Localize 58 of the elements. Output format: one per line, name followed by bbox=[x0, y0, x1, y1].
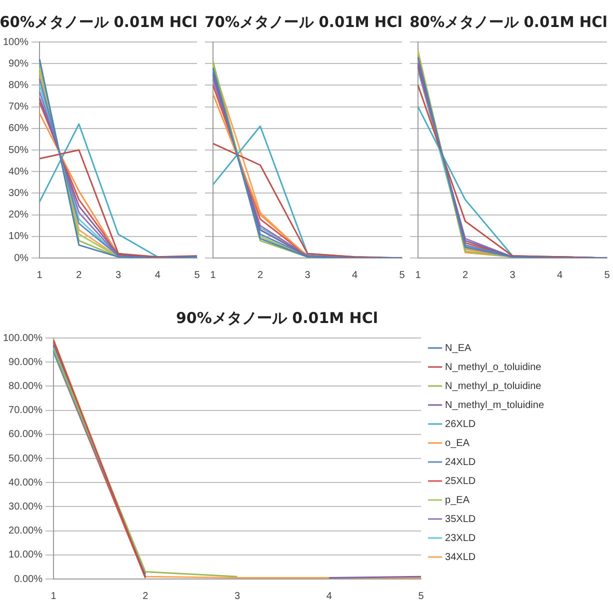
legend-label: N_EA bbox=[445, 342, 472, 354]
y-tick-label: 80% bbox=[8, 80, 29, 91]
x-tick-label: 2 bbox=[462, 270, 468, 281]
legend-label: N_methyl_p_toluidine bbox=[445, 380, 542, 392]
x-tick-label: 1 bbox=[50, 590, 57, 602]
x-tick-label: 2 bbox=[257, 270, 264, 281]
x-tick-label: 4 bbox=[352, 270, 358, 281]
x-tick-label: 5 bbox=[194, 270, 200, 281]
y-tick-label: 10% bbox=[8, 231, 29, 242]
chart-title: 80%メタノール 0.01M HCl bbox=[410, 14, 608, 31]
chart-title: 70%メタノール 0.01M HCl bbox=[204, 14, 402, 31]
chart-title: 90%メタノール 0.01M HCl bbox=[176, 308, 378, 327]
legend-label: 35XLD bbox=[445, 514, 476, 525]
x-tick-label: 3 bbox=[510, 270, 516, 281]
x-tick-label: 5 bbox=[399, 270, 406, 281]
x-tick-label: 1 bbox=[210, 270, 216, 281]
y-tick-label: 90.00% bbox=[8, 356, 43, 368]
y-tick-label: 50.00% bbox=[8, 453, 43, 464]
y-tick-label: 80.00% bbox=[8, 380, 43, 392]
y-tick-label: 0% bbox=[14, 252, 29, 264]
legend-label: 34XLD bbox=[445, 552, 476, 563]
x-tick-label: 3 bbox=[304, 270, 311, 281]
legend-label: p_EA bbox=[445, 494, 470, 506]
x-tick-label: 5 bbox=[418, 590, 424, 602]
x-tick-label: 1 bbox=[415, 270, 422, 281]
x-tick-label: 3 bbox=[116, 270, 122, 281]
y-tick-label: 100.00% bbox=[2, 332, 43, 344]
legend-label: N_methyl_o_toluidine bbox=[445, 362, 542, 373]
y-tick-label: 70.00% bbox=[8, 405, 43, 416]
x-tick-label: 1 bbox=[36, 270, 43, 281]
legend-label: N_methyl_m_toluidine bbox=[445, 400, 544, 411]
chart-title: 60%メタノール 0.01M HCl bbox=[0, 14, 198, 31]
x-tick-label: 5 bbox=[604, 270, 610, 281]
x-tick-label: 4 bbox=[326, 590, 332, 602]
y-tick-label: 90% bbox=[8, 58, 29, 70]
x-tick-label: 4 bbox=[556, 270, 563, 281]
y-tick-label: 10.00% bbox=[8, 550, 43, 561]
y-tick-label: 70% bbox=[8, 102, 29, 113]
y-tick-label: 50% bbox=[8, 144, 29, 156]
legend-label: 24XLD bbox=[445, 456, 476, 468]
x-tick-label: 2 bbox=[76, 270, 82, 281]
x-tick-label: 4 bbox=[154, 270, 161, 281]
y-tick-label: 40.00% bbox=[8, 477, 43, 488]
legend-label: 23XLD bbox=[445, 532, 476, 544]
y-tick-label: 60% bbox=[8, 123, 29, 134]
y-tick-label: 20.00% bbox=[8, 526, 43, 537]
legend-label: 26XLD bbox=[445, 418, 476, 430]
y-tick-label: 20% bbox=[8, 210, 29, 221]
x-tick-label: 2 bbox=[142, 590, 149, 602]
y-tick-label: 60.00% bbox=[8, 429, 43, 440]
x-tick-label: 3 bbox=[234, 590, 240, 602]
y-tick-label: 0.00% bbox=[14, 574, 43, 585]
y-tick-label: 30.00% bbox=[8, 501, 43, 512]
legend-label: o_EA bbox=[445, 438, 470, 449]
y-tick-label: 30% bbox=[8, 188, 29, 199]
y-tick-label: 40% bbox=[8, 166, 29, 178]
y-tick-label: 100% bbox=[3, 36, 29, 48]
legend-label: 25XLD bbox=[445, 476, 476, 487]
